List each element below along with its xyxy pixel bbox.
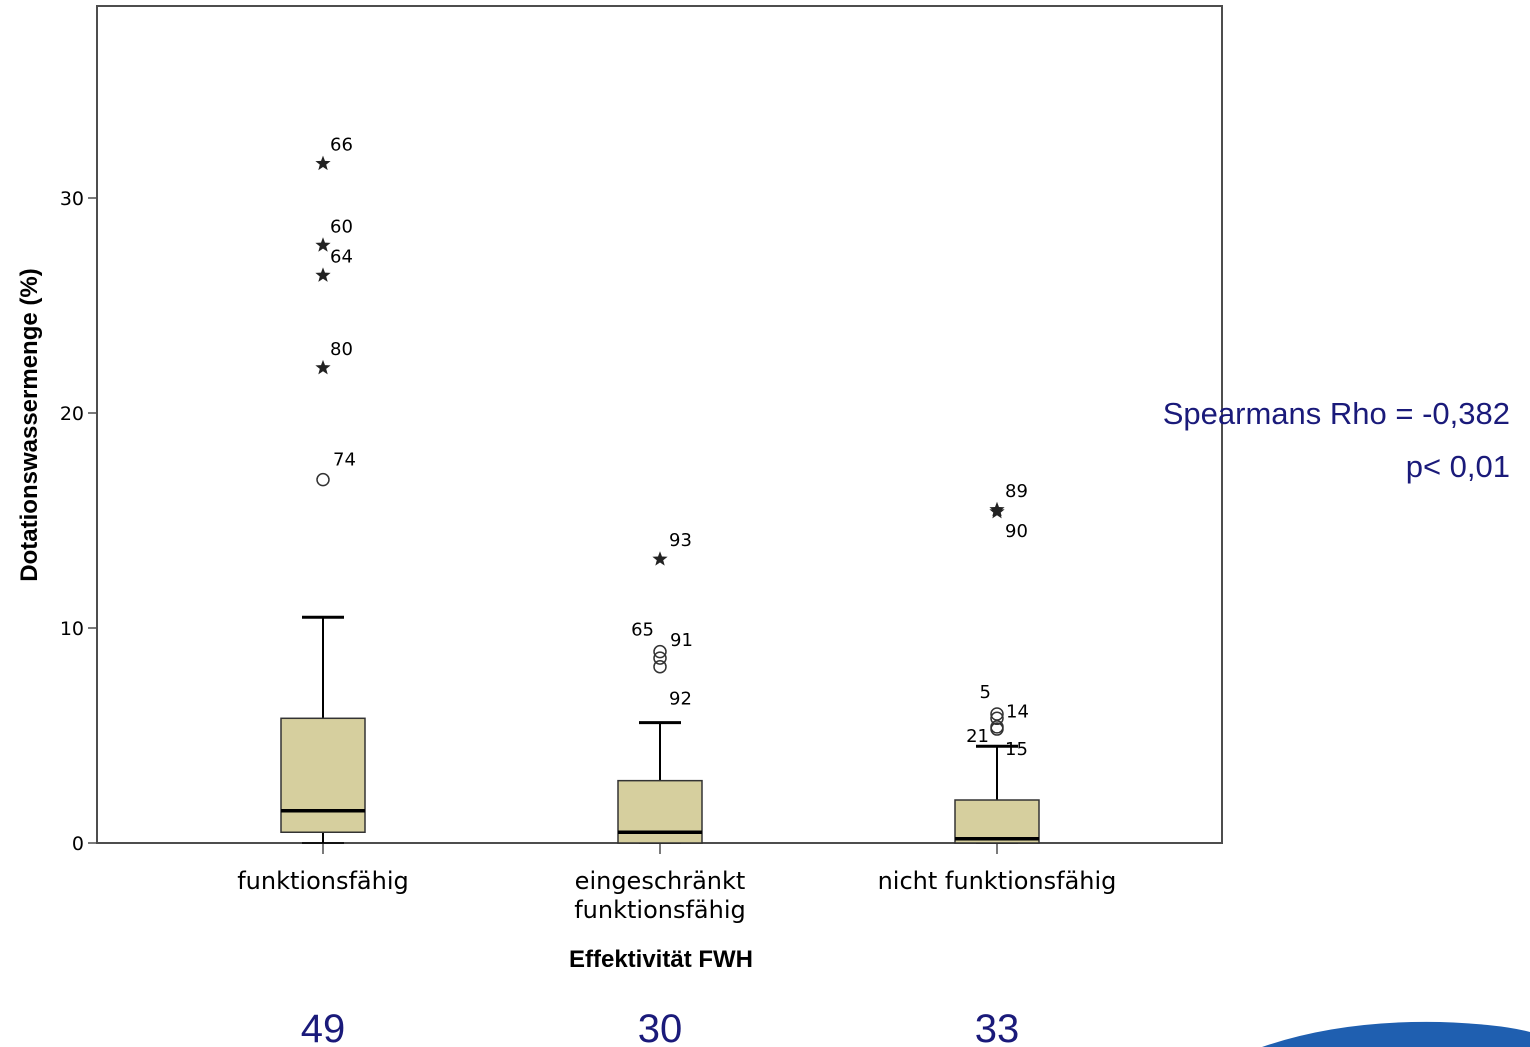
point-id-label: 60 <box>330 216 353 237</box>
logo-arc-decoration <box>1262 1021 1530 1047</box>
point-id-label: 15 <box>1005 739 1028 760</box>
plot-frame <box>96 5 1223 844</box>
p-value-annotation: p< 0,01 <box>1406 449 1510 484</box>
x-tick-label: funktionsfähig <box>574 896 746 924</box>
outlier-circle-marker <box>653 651 667 665</box>
box-iqr <box>280 717 366 833</box>
x-tick-label: funktionsfähig <box>237 867 409 895</box>
outlier-circle-marker <box>990 722 1004 736</box>
y-tick-label: 10 <box>60 618 84 640</box>
extreme-star-marker <box>989 503 1005 519</box>
outlier-points: 66 60 64 80 74 93 65 91 92 89 90 5 14 21 15 <box>315 135 1029 760</box>
point-id-label: 65 <box>631 620 654 641</box>
box-series <box>280 615 1040 844</box>
outlier-circle-marker <box>990 707 1004 721</box>
extreme-star-marker <box>315 155 331 171</box>
outlier-circle-marker <box>316 472 330 487</box>
box-iqr <box>954 799 1040 844</box>
group-count-1: 49 <box>301 1007 346 1047</box>
point-id-label: 74 <box>333 450 356 471</box>
y-axis: 0 10 20 30 <box>60 188 97 855</box>
x-tick-label: nicht funktionsfähig <box>878 867 1117 895</box>
point-id-label: 91 <box>670 630 693 651</box>
y-tick-label: 20 <box>60 403 84 425</box>
extreme-star-marker <box>315 237 331 252</box>
point-id-label: 90 <box>1005 521 1028 542</box>
y-tick-label: 0 <box>72 833 84 855</box>
point-id-label: 66 <box>330 135 353 156</box>
extreme-star-marker <box>315 359 331 375</box>
point-id-label: 89 <box>1005 481 1028 502</box>
point-id-label: 93 <box>669 530 692 551</box>
x-axis: funktionsfähig eingeschränktfunktionsfähi… <box>237 843 1116 924</box>
point-id-label: 80 <box>330 339 353 360</box>
x-tick-label: eingeschränkt <box>575 867 746 895</box>
group-count-2: 30 <box>638 1007 683 1047</box>
extreme-star-marker <box>315 267 331 282</box>
x-axis-title: Effektivität FWH <box>569 946 753 973</box>
point-id-label: 5 <box>980 682 991 703</box>
spearman-annotation: Spearmans Rho = -0,382 <box>1163 396 1510 431</box>
point-id-label: 64 <box>330 246 353 267</box>
point-id-label: 14 <box>1006 701 1029 722</box>
y-axis-title: Dotationswassermenge (%) <box>16 268 43 581</box>
outlier-circle-marker <box>653 659 667 674</box>
outlier-circle-marker <box>990 711 1004 726</box>
point-id-label: 21 <box>966 726 989 747</box>
outlier-circle-marker <box>653 644 667 659</box>
point-id-label: 92 <box>669 689 692 710</box>
extreme-star-marker <box>652 551 668 566</box>
group-count-3: 33 <box>975 1007 1020 1047</box>
y-tick-label: 30 <box>60 188 84 210</box>
